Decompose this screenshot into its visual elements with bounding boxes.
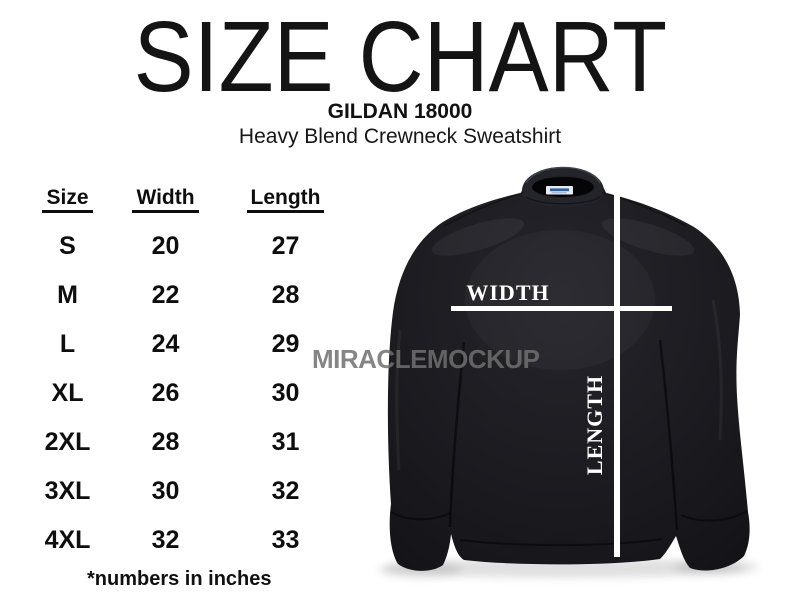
width-measure-label: WIDTH xyxy=(466,280,549,305)
table-row: 2XL 28 31 xyxy=(30,418,350,467)
table-row: L 24 29 xyxy=(30,320,350,369)
width-measure-line xyxy=(451,306,672,311)
cell-size: 2XL xyxy=(44,428,91,456)
table-row: M 22 28 xyxy=(30,271,350,320)
cell-size: 3XL xyxy=(44,477,91,505)
table-footnote: *numbers in inches xyxy=(87,568,272,590)
column-header-size: Size xyxy=(42,186,93,214)
cell-length: 28 xyxy=(271,281,300,309)
cell-size: XL xyxy=(51,379,84,407)
cell-width: 22 xyxy=(151,281,180,309)
table-header-row: Size Width Length xyxy=(30,186,350,222)
table-row: S 20 27 xyxy=(30,222,350,271)
page-title-text: SIZE CHART xyxy=(133,1,667,113)
cell-length: 33 xyxy=(271,526,300,554)
collar-tag xyxy=(546,186,573,195)
table-row: XL 26 30 xyxy=(30,369,350,418)
seam-lines xyxy=(390,191,748,547)
cell-length: 30 xyxy=(271,379,300,407)
cell-length: 32 xyxy=(271,477,300,505)
cell-length: 29 xyxy=(271,330,300,358)
page-title: SIZE CHART xyxy=(0,4,800,110)
watermark: MIRACLEMOCKUP xyxy=(312,344,540,374)
collar-rib xyxy=(522,167,604,207)
collar-highlight xyxy=(525,166,601,184)
product-model: GILDAN 18000 xyxy=(327,100,473,123)
fabric-highlights xyxy=(395,218,723,471)
cell-size: S xyxy=(59,232,76,260)
cell-width: 20 xyxy=(151,232,180,260)
size-table: Size Width Length S 20 27 M 22 28 L 24 2… xyxy=(30,186,350,565)
cell-width: 32 xyxy=(151,526,180,554)
column-header-width: Width xyxy=(132,186,199,214)
table-row: 3XL 30 32 xyxy=(30,467,350,516)
cell-length: 31 xyxy=(271,428,300,456)
cell-width: 24 xyxy=(151,330,180,358)
length-measure-line xyxy=(614,185,620,557)
column-header-length: Length xyxy=(246,186,325,214)
cell-size: 4XL xyxy=(44,526,91,554)
cell-width: 28 xyxy=(151,428,180,456)
sweatshirt-body xyxy=(387,168,750,571)
cell-width: 30 xyxy=(151,477,180,505)
table-row: 4XL 32 33 xyxy=(30,516,350,565)
length-measure-label: LENGTH xyxy=(582,375,607,475)
cell-size: M xyxy=(57,281,78,309)
cell-width: 26 xyxy=(151,379,180,407)
cell-length: 27 xyxy=(271,232,300,260)
sweatshirt-mockup: WIDTH LENGTH xyxy=(378,166,758,578)
product-description: Heavy Blend Crewneck Sweatshirt xyxy=(238,125,562,148)
cell-size: L xyxy=(59,330,76,358)
